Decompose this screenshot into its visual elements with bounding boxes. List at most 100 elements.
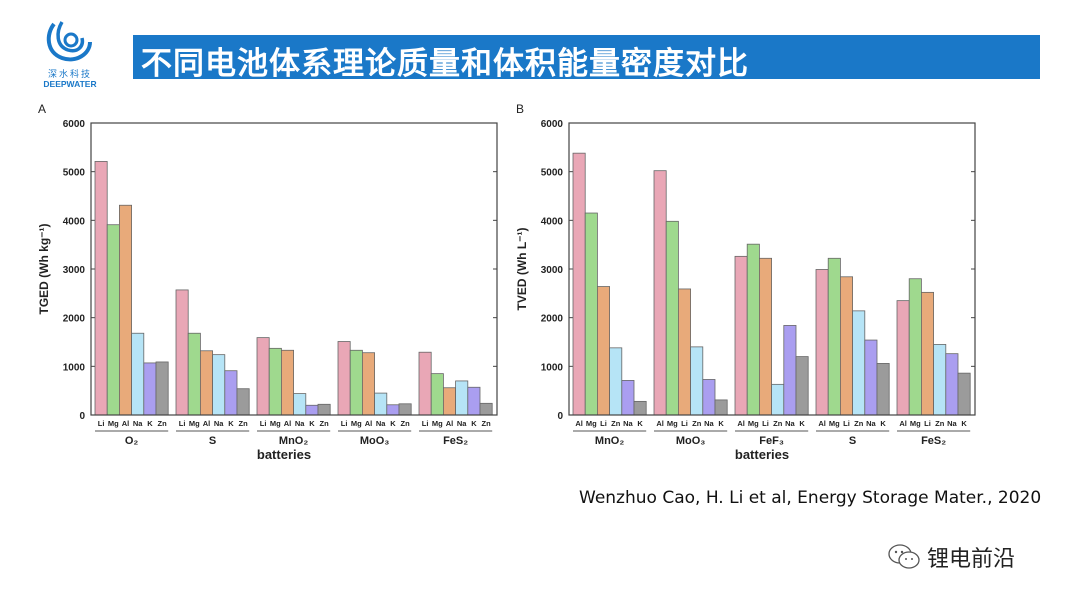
bar-k [467, 386, 481, 416]
bar-mg [187, 332, 201, 416]
y-tick-label: 1000 [63, 362, 86, 373]
metal-label: Na [214, 419, 224, 428]
logo-en-text: DEEPWATER [43, 79, 97, 89]
plot-frame [90, 122, 498, 416]
bar-na [864, 339, 878, 416]
group-label: FeS₂ [921, 435, 946, 447]
metal-label: Zn [239, 419, 249, 428]
metal-label: Li [924, 419, 931, 428]
metal-label: Na [376, 419, 386, 428]
bar-zn [236, 388, 250, 416]
metal-label: Mg [586, 419, 597, 428]
bar-al [442, 387, 456, 416]
bar-na [374, 392, 388, 416]
bar-al [815, 269, 829, 416]
y-tick-label: 6000 [63, 119, 86, 130]
bar-na [455, 380, 469, 416]
metal-label: Na [457, 419, 467, 428]
metal-label: Al [122, 419, 130, 428]
metal-label: K [471, 419, 477, 428]
metal-label: Mg [748, 419, 759, 428]
metal-label: K [228, 419, 234, 428]
metal-label: Na [133, 419, 143, 428]
bar-zn [852, 310, 866, 416]
metal-label: Zn [692, 419, 702, 428]
bar-k [305, 404, 319, 416]
bar-zn [771, 383, 785, 416]
metal-label: K [799, 419, 805, 428]
bar-li [759, 257, 773, 416]
bar-k [143, 362, 157, 416]
y-tick-label: 4000 [63, 216, 86, 227]
y-axis-label: TVED (Wh L⁻¹) [515, 228, 529, 311]
metal-label: Na [785, 419, 795, 428]
bar-al [361, 352, 375, 416]
y-tick-label: 4000 [541, 216, 564, 227]
y-tick-label: 2000 [541, 314, 564, 325]
bar-al [653, 170, 667, 416]
metal-label: Zn [854, 419, 864, 428]
metal-label: K [718, 419, 724, 428]
bar-na [783, 325, 797, 416]
bar-li [597, 286, 611, 416]
bar-k [876, 363, 890, 416]
metal-label: Na [704, 419, 714, 428]
y-axis-label: TGED (Wh kg⁻¹) [37, 224, 51, 315]
metal-label: Mg [667, 419, 678, 428]
bar-mg [349, 349, 363, 416]
wechat-account-name: 锂电前沿 [927, 547, 1016, 572]
metal-label: Zn [401, 419, 411, 428]
group-label: MnO₂ [595, 435, 624, 447]
bar-na [212, 354, 226, 416]
metal-label: K [147, 419, 153, 428]
bar-li [840, 276, 854, 416]
metal-label: K [880, 419, 886, 428]
bar-zn [479, 402, 493, 416]
metal-label: Li [843, 419, 850, 428]
x-axis-label: batteries [257, 447, 311, 462]
bar-al [119, 204, 133, 416]
group-label: MnO₂ [279, 435, 308, 447]
bar-zn [317, 403, 331, 416]
y-tick-label: 3000 [541, 265, 564, 276]
bar-zn [398, 403, 412, 416]
metal-label: Mg [829, 419, 840, 428]
panel-label: B [516, 102, 524, 116]
group-label: S [209, 435, 216, 447]
bar-li [921, 291, 935, 416]
metal-label: Al [818, 419, 826, 428]
title-bar: 不同电池体系理论质量和体积能量密度对比 [133, 35, 1040, 82]
group-label: FeS₂ [443, 435, 468, 447]
metal-label: Al [656, 419, 664, 428]
metal-label: Al [899, 419, 907, 428]
metal-label: Mg [189, 419, 200, 428]
bar-al [199, 350, 213, 416]
metal-label: Al [365, 419, 373, 428]
wechat-account: 锂电前沿 [887, 541, 1015, 573]
metal-label: Li [98, 419, 105, 428]
bar-mg [268, 347, 282, 416]
metal-label: Mg [432, 419, 443, 428]
metal-label: Na [866, 419, 876, 428]
bar-li [678, 288, 692, 416]
y-tick-label: 6000 [541, 119, 564, 130]
metal-label: Li [341, 419, 348, 428]
bar-k [633, 400, 647, 416]
y-tick-label: 2000 [63, 314, 86, 325]
bar-zn [155, 361, 169, 416]
bar-zn [690, 346, 704, 416]
panel-label: A [38, 102, 46, 116]
y-tick-label: 0 [557, 411, 563, 422]
bar-li [418, 351, 432, 416]
metal-label: K [961, 419, 967, 428]
bar-k [714, 399, 728, 416]
y-tick-label: 3000 [63, 265, 86, 276]
bar-mg [430, 373, 444, 416]
metal-label: Li [600, 419, 607, 428]
metal-label: Zn [773, 419, 783, 428]
metal-label: Li [260, 419, 267, 428]
bar-mg [106, 224, 120, 416]
bar-li [94, 161, 108, 416]
metal-label: Na [623, 419, 633, 428]
